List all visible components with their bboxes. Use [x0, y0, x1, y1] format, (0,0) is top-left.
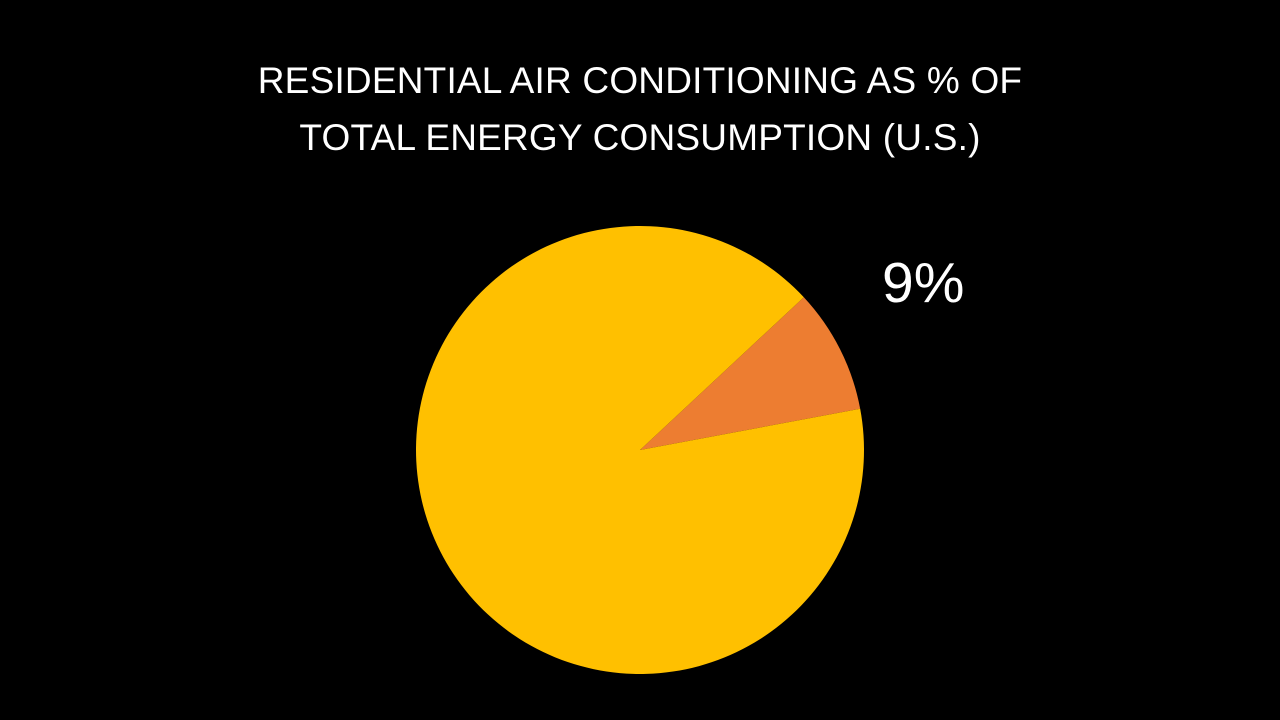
chart-title-line-2: TOTAL ENERGY CONSUMPTION (U.S.): [299, 117, 981, 158]
pie-slice-label-ac: 9%: [882, 251, 965, 315]
chart-title: RESIDENTIAL AIR CONDITIONING AS % OF TOT…: [0, 52, 1280, 166]
chart-title-line-1: RESIDENTIAL AIR CONDITIONING AS % OF: [257, 60, 1023, 101]
pie-slice-other: [416, 225, 864, 675]
pie-slice-air-conditioning: [640, 297, 861, 450]
